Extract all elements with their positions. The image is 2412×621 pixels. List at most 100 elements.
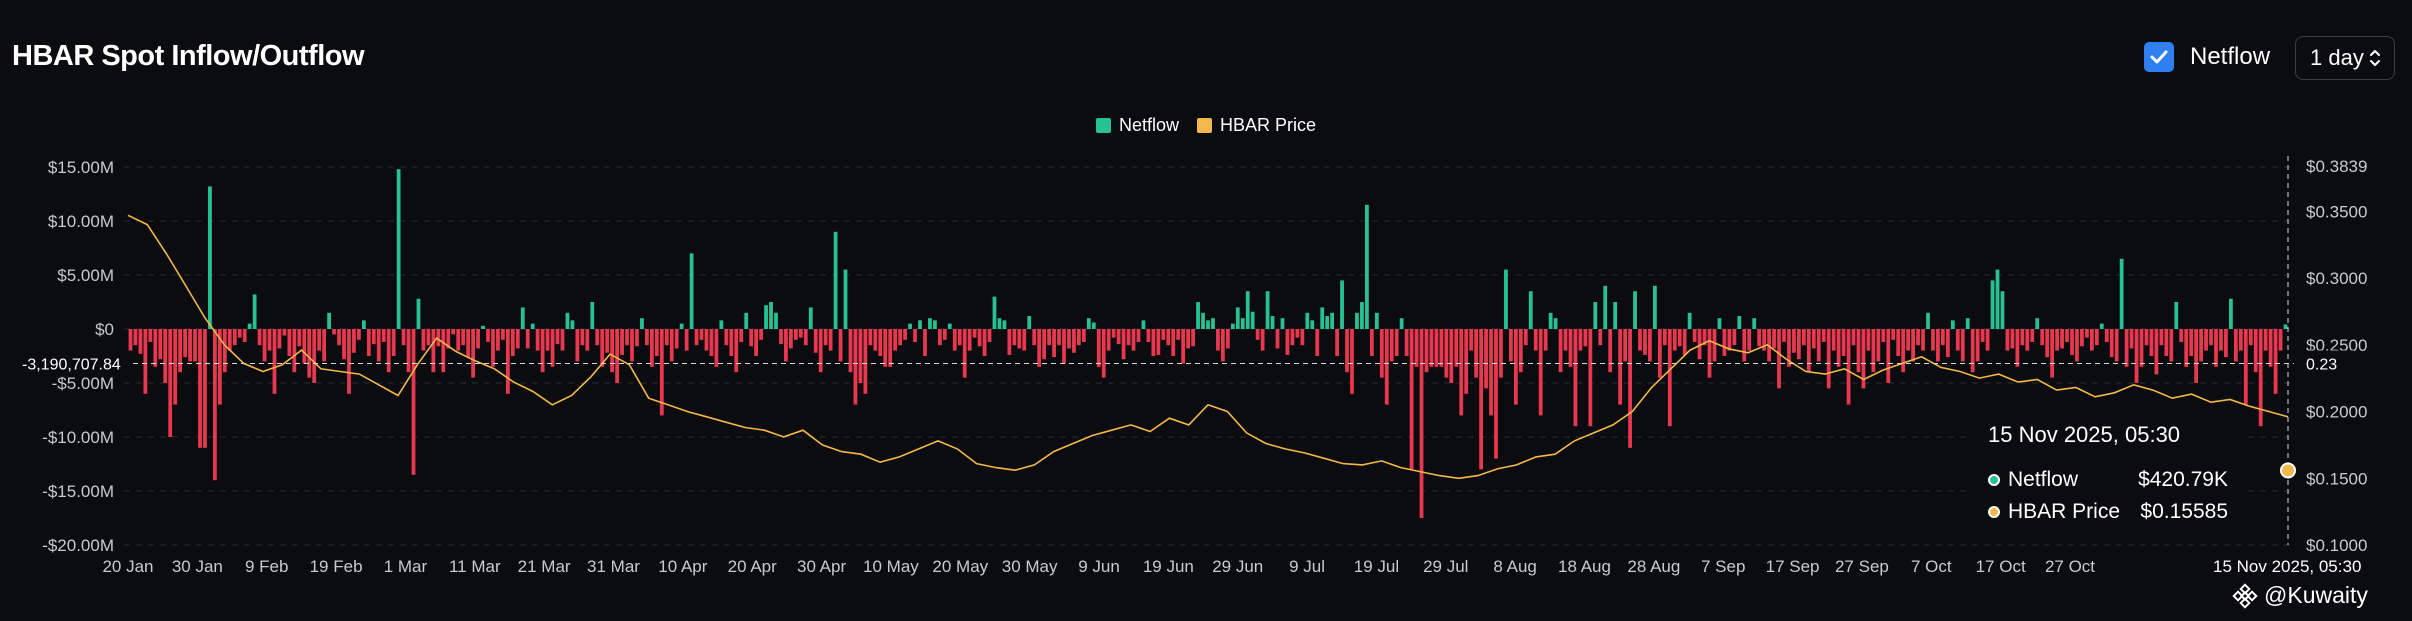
netflow-bar	[1990, 280, 1995, 329]
netflow-bar	[247, 323, 252, 329]
netflow-bar	[615, 329, 619, 383]
x-axis-tick-label: 29 Jun	[1212, 557, 1263, 576]
netflow-bar	[679, 323, 684, 329]
netflow-bar	[997, 318, 1002, 329]
netflow-bar	[2204, 329, 2208, 351]
netflow-bar	[1504, 269, 1508, 329]
netflow-bar	[1866, 329, 1871, 351]
netflow-bar	[1146, 329, 1151, 342]
netflow-bar	[486, 329, 490, 342]
netflow-bar	[2055, 329, 2059, 351]
netflow-bar	[386, 329, 391, 373]
netflow-bar	[734, 329, 739, 373]
netflow-bar	[883, 329, 888, 367]
netflow-bar	[2224, 329, 2228, 358]
netflow-toggle[interactable]: Netflow	[2144, 42, 2270, 72]
netflow-bar	[714, 329, 719, 367]
netflow-bar	[1300, 329, 1305, 346]
netflow-bar	[1176, 329, 1181, 340]
netflow-bar	[555, 329, 560, 345]
netflow-bar	[1265, 291, 1270, 329]
netflow-bar	[605, 329, 610, 353]
netflow-bar	[1295, 329, 1300, 338]
x-axis-tick-label: 20 Jan	[102, 557, 153, 576]
netflow-bar	[1077, 329, 1081, 346]
netflow-bar	[1101, 329, 1106, 378]
netflow-bar	[1260, 329, 1265, 351]
netflow-bar	[441, 329, 446, 373]
left-axis-tick-label: -$5.00M	[52, 374, 114, 393]
checkmark-icon	[2150, 50, 2168, 64]
netflow-bar	[575, 329, 580, 362]
netflow-bar	[1240, 318, 1245, 329]
legend-label-netflow: Netflow	[1118, 115, 1179, 135]
netflow-bar	[1876, 329, 1881, 362]
netflow-bar	[1831, 329, 1836, 351]
netflow-bar	[163, 329, 168, 383]
legend-item-hbar-price[interactable]: HBAR Price	[1197, 115, 1316, 136]
left-axis-tick-label: $5.00M	[57, 266, 114, 285]
netflow-bar	[744, 312, 749, 329]
netflow-bar	[2020, 329, 2025, 346]
netflow-bar	[1007, 329, 1012, 355]
tooltip-row-netflow: Netflow $420.79K	[1988, 468, 2228, 492]
netflow-bar	[1459, 329, 1464, 416]
crosshair-price-label-bg	[2294, 350, 2354, 377]
netflow-bar	[1687, 312, 1692, 329]
netflow-bar	[2040, 329, 2045, 346]
netflow-bar	[1643, 329, 1647, 355]
interval-select[interactable]: 1 day	[2295, 36, 2395, 80]
netflow-bar	[2099, 323, 2104, 329]
netflow-bar	[2089, 329, 2094, 351]
legend-item-netflow[interactable]: Netflow	[1095, 115, 1179, 136]
x-axis-tick-label: 27 Sep	[1835, 557, 1889, 576]
netflow-bar	[371, 329, 376, 345]
netflow-bar	[977, 329, 982, 347]
netflow-bar	[987, 329, 992, 342]
netflow-bar	[272, 329, 277, 394]
binance-logo-icon	[2232, 582, 2258, 609]
netflow-bar	[357, 329, 361, 340]
x-axis-tick-label: 8 Aug	[1493, 557, 1537, 576]
netflow-bar	[446, 329, 451, 349]
x-axis-tick-label: 17 Oct	[1976, 557, 2026, 576]
x-axis-tick-label: 19 Feb	[310, 557, 363, 576]
netflow-bar	[1081, 329, 1086, 342]
netflow-bar	[1250, 311, 1255, 329]
netflow-bar	[1141, 320, 1146, 329]
right-axis-tick-label: $0.3500	[2306, 202, 2367, 221]
netflow-bar	[1270, 316, 1275, 329]
netflow-bar	[1255, 329, 1260, 340]
netflow-bar	[947, 323, 952, 329]
netflow-bar	[2194, 329, 2199, 383]
netflow-bar	[1697, 329, 1702, 360]
x-axis-tick-label: 21 Mar	[518, 557, 571, 576]
netflow-bar	[1126, 329, 1131, 346]
x-axis-tick-label: 28 Aug	[1627, 557, 1680, 576]
netflow-bar	[1131, 329, 1136, 351]
netflow-bar	[496, 329, 500, 351]
crosshair-x-label: 15 Nov 2025, 05:30	[2213, 557, 2361, 576]
netflow-bar	[1499, 329, 1503, 378]
netflow-bar	[937, 329, 942, 346]
netflow-checkbox[interactable]	[2144, 42, 2174, 72]
x-axis-tick-label: 29 Jul	[1423, 557, 1468, 576]
netflow-bar	[535, 329, 540, 351]
netflow-bar	[1717, 318, 1722, 329]
netflow-bar	[1901, 329, 1906, 373]
netflow-bar	[1350, 329, 1354, 394]
netflow-bar	[863, 329, 868, 394]
netflow-bar	[1936, 329, 1940, 362]
netflow-bar	[1206, 320, 1210, 329]
netflow-bar	[1384, 329, 1389, 405]
netflow-bar	[262, 329, 267, 362]
netflow-bar	[1941, 329, 1945, 346]
netflow-bar	[640, 318, 644, 329]
netflow-bar	[1682, 329, 1687, 355]
netflow-bar	[153, 329, 158, 367]
netflow-bar	[307, 329, 312, 378]
netflow-bar	[764, 305, 768, 329]
netflow-bar	[610, 329, 615, 373]
netflow-bar	[1151, 329, 1156, 356]
